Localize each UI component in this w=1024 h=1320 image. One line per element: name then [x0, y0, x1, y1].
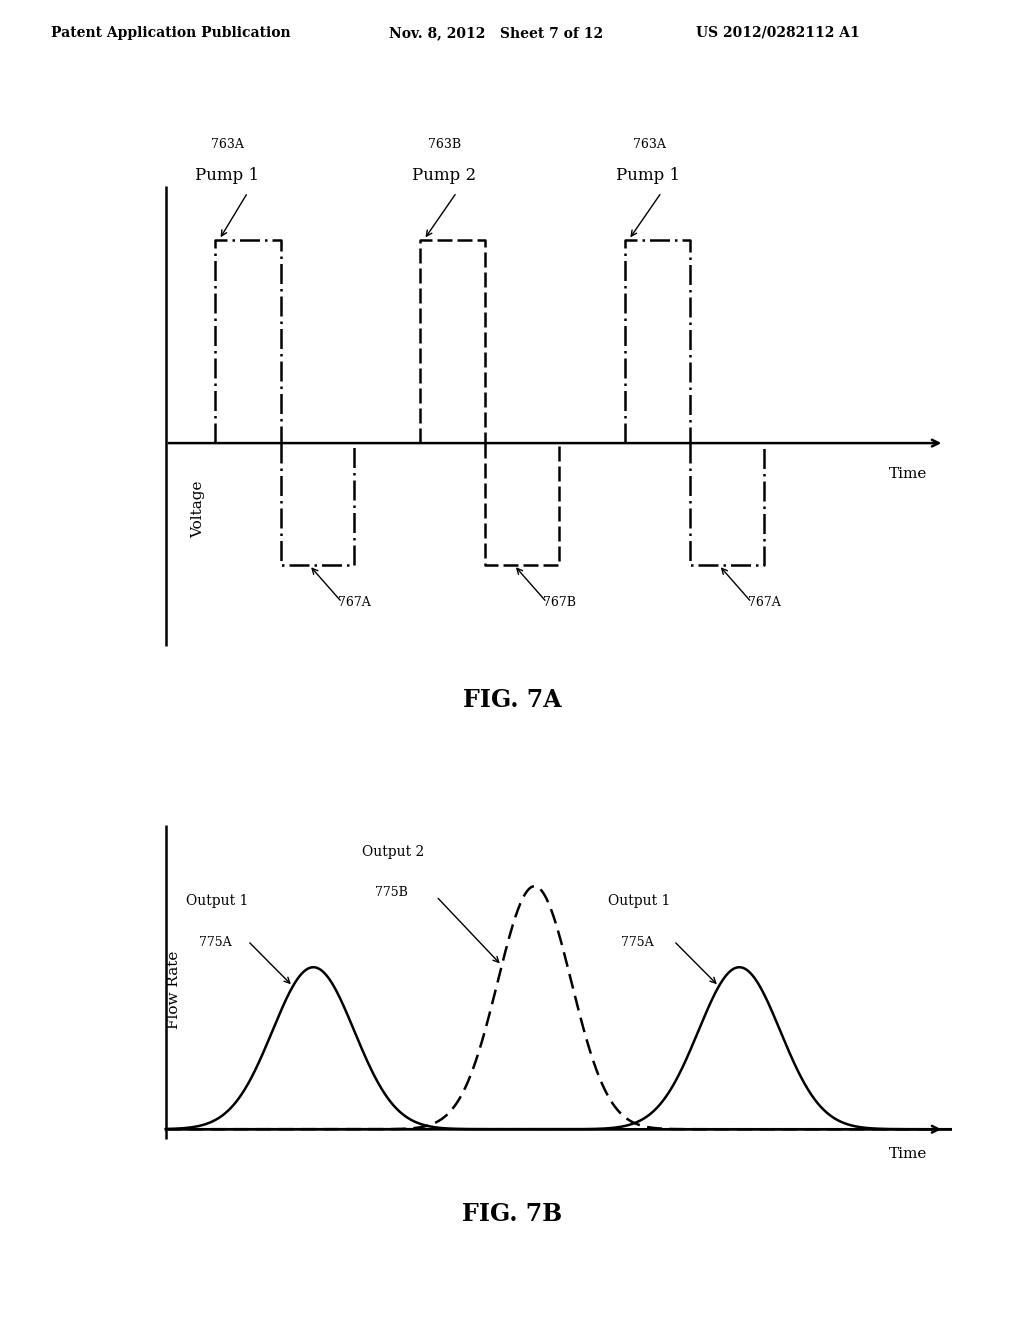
- Text: Output 1: Output 1: [608, 895, 671, 908]
- Text: 767A: 767A: [338, 595, 371, 609]
- Text: Nov. 8, 2012   Sheet 7 of 12: Nov. 8, 2012 Sheet 7 of 12: [389, 26, 603, 40]
- Text: 767B: 767B: [543, 595, 575, 609]
- Text: Voltage: Voltage: [191, 480, 206, 539]
- Text: 763A: 763A: [211, 139, 244, 152]
- Text: 775A: 775A: [621, 936, 653, 949]
- Text: 775B: 775B: [375, 886, 408, 899]
- Text: US 2012/0282112 A1: US 2012/0282112 A1: [696, 26, 860, 40]
- Text: 767A: 767A: [748, 595, 780, 609]
- Text: Output 2: Output 2: [362, 845, 425, 859]
- Text: 763B: 763B: [428, 139, 461, 152]
- Text: Output 1: Output 1: [186, 895, 249, 908]
- Text: Patent Application Publication: Patent Application Publication: [51, 26, 291, 40]
- Text: Pump 1: Pump 1: [616, 168, 681, 183]
- Text: Flow Rate: Flow Rate: [167, 950, 181, 1030]
- Text: Pump 2: Pump 2: [412, 168, 476, 183]
- Text: FIG. 7B: FIG. 7B: [462, 1203, 562, 1226]
- Text: Time: Time: [890, 467, 928, 480]
- Text: 775A: 775A: [199, 936, 231, 949]
- Text: FIG. 7A: FIG. 7A: [463, 688, 561, 711]
- Text: Time: Time: [890, 1147, 928, 1162]
- Text: Pump 1: Pump 1: [195, 168, 259, 183]
- Text: 763A: 763A: [633, 139, 666, 152]
